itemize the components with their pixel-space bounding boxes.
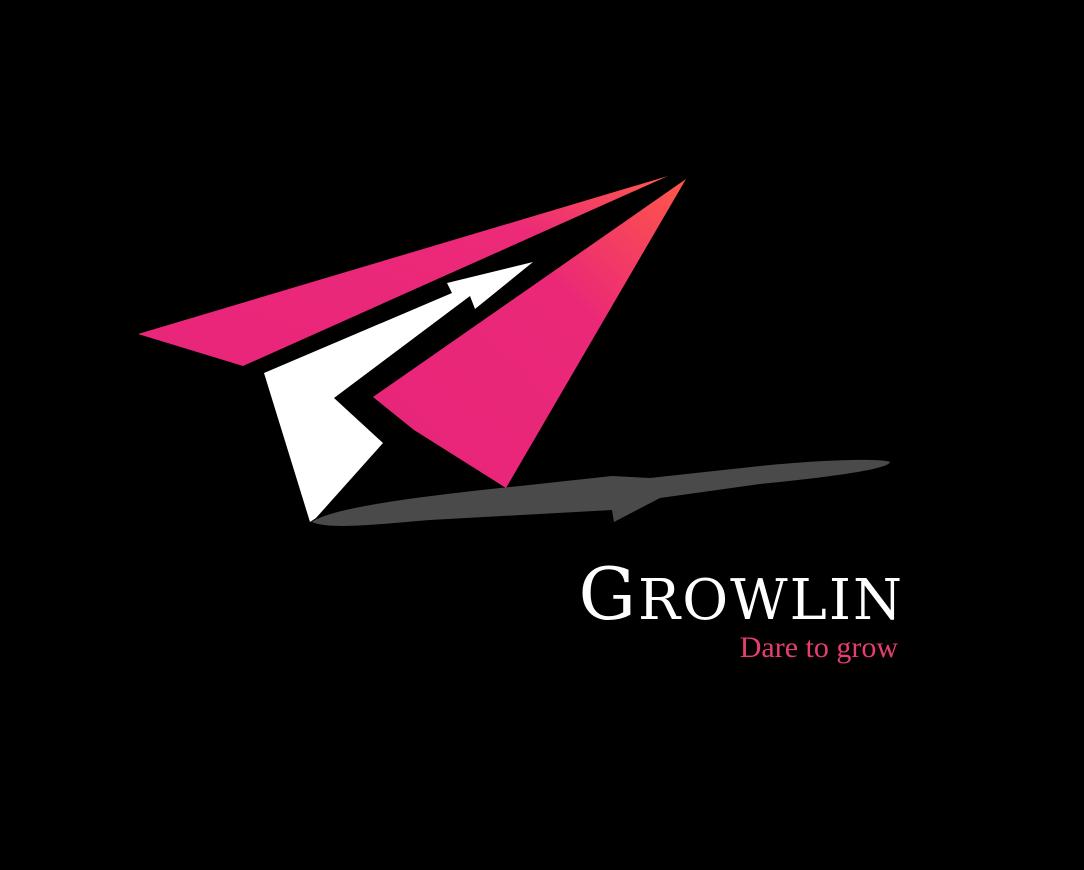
brand-name-rest: ROWLIN: [638, 568, 904, 633]
plane-shadow: [312, 459, 890, 526]
plane-side-wing: [373, 179, 686, 488]
tagline: Dare to grow: [739, 631, 898, 664]
brand-name: GROWLIN: [512, 552, 904, 643]
growth-arrow: [264, 262, 533, 522]
plane-upper-wing: [138, 176, 668, 366]
brand-name-initial: G: [578, 552, 639, 636]
